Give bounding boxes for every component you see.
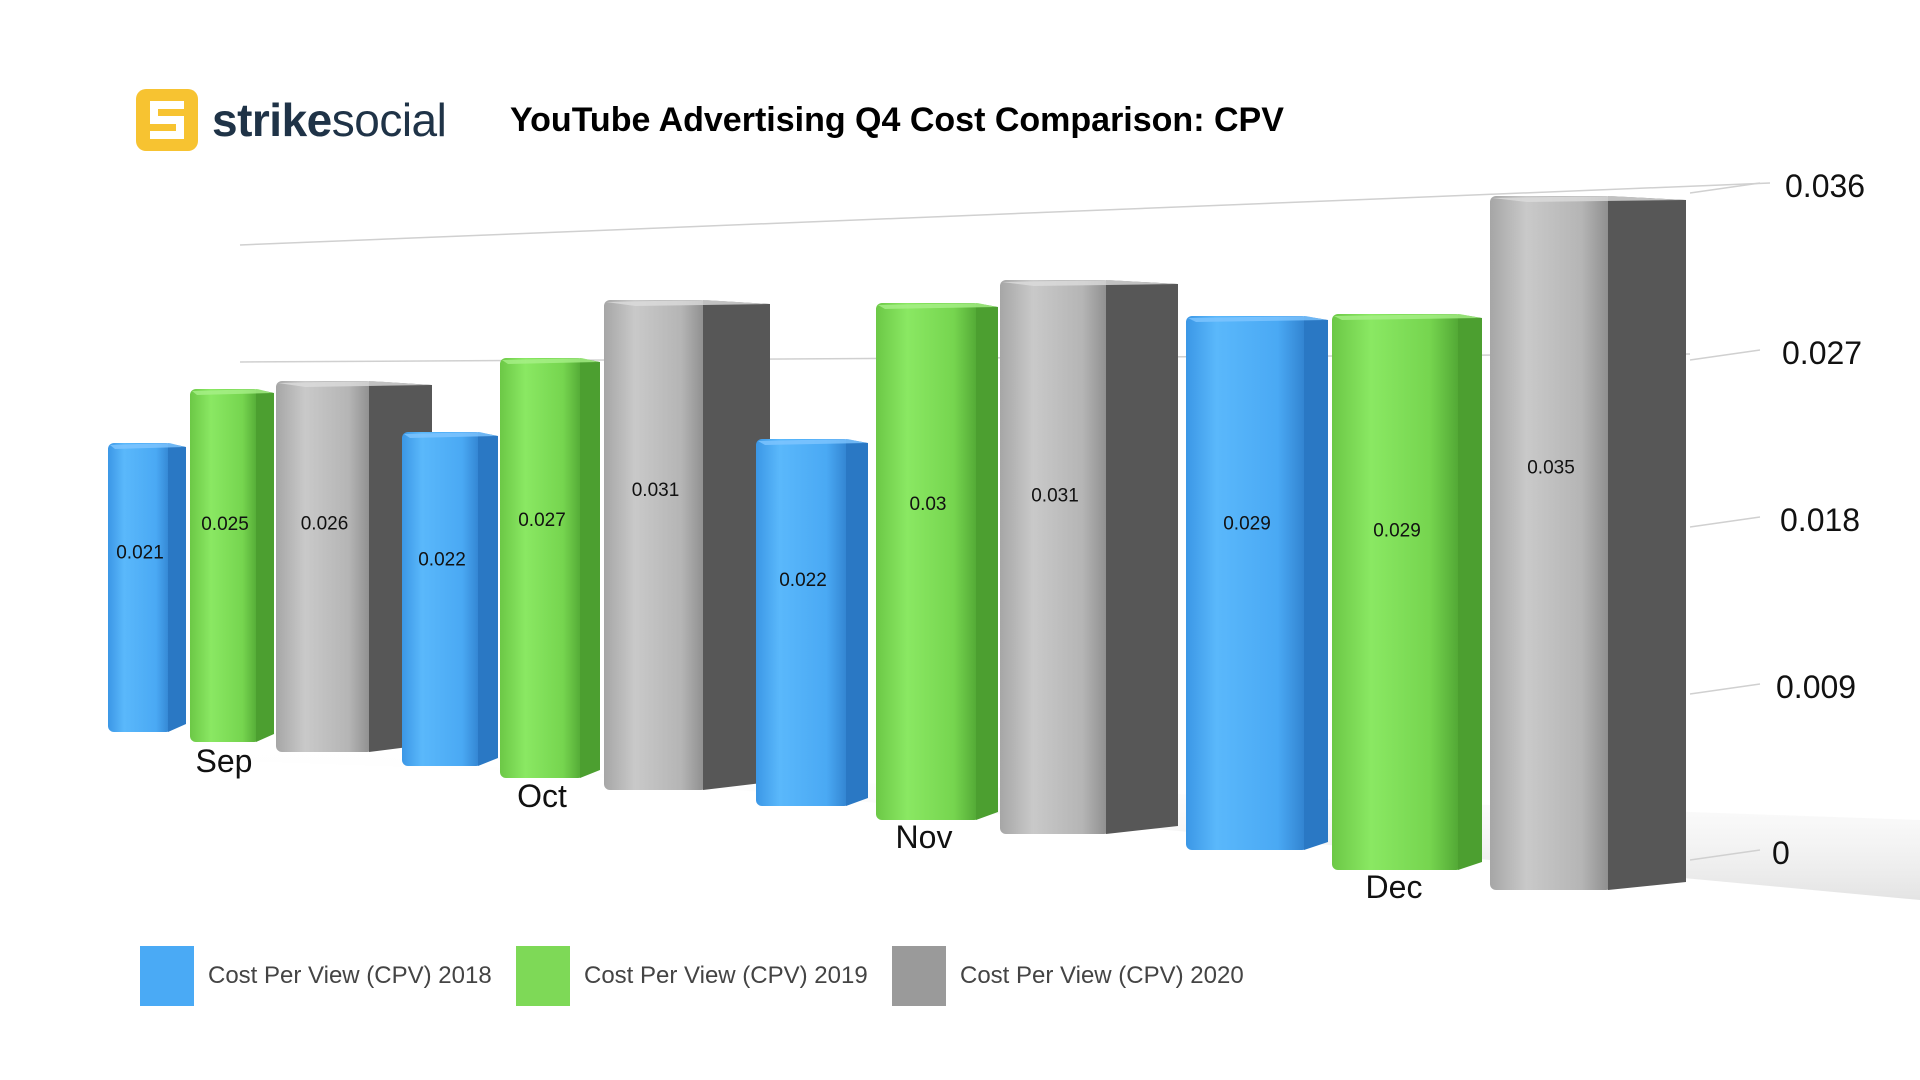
gridline-back-4: [239, 182, 1771, 246]
data-label: 0.025: [201, 514, 249, 535]
legend-label-2020: Cost Per View (CPV) 2020: [960, 962, 1244, 989]
bar-side-dec-1: [1458, 314, 1482, 870]
bar-top-dec-2: [1492, 196, 1684, 202]
bar-nov-2: [1000, 280, 1110, 834]
legend-swatch-2018: [140, 946, 194, 1006]
bar-side-nov-1: [976, 303, 998, 820]
data-label: 0.022: [779, 570, 827, 591]
bar-top-oct-0: [404, 432, 496, 438]
brand-name-bold: strike: [212, 94, 332, 146]
bar-dec-1: [1332, 314, 1462, 870]
legend-swatch-2019: [516, 946, 570, 1006]
x-tick-label: Dec: [1366, 869, 1423, 905]
bar-dec-0: [1186, 316, 1308, 850]
bar-nov-0: [756, 439, 850, 806]
bar-side-oct-1: [580, 358, 600, 778]
gridline-2: [1689, 516, 1761, 528]
y-tick-label: 0.036: [1785, 168, 1865, 204]
brand-name: strikesocial: [212, 92, 447, 148]
y-tick-label: 0.027: [1782, 335, 1862, 371]
bar-sep-2: [276, 381, 373, 752]
bar-top-nov-1: [878, 303, 996, 309]
bar-oct-2: [604, 300, 707, 790]
bar-top-nov-0: [758, 439, 866, 445]
bar-side-nov-2: [1106, 280, 1178, 834]
legend-label-2018: Cost Per View (CPV) 2018: [208, 962, 492, 989]
data-label: 0.029: [1223, 514, 1271, 535]
data-label: 0.031: [632, 480, 680, 501]
legend-label-2019: Cost Per View (CPV) 2019: [584, 962, 868, 989]
bar-sep-1: [190, 389, 260, 742]
bar-top-oct-1: [502, 358, 598, 364]
chart-title: YouTube Advertising Q4 Cost Comparison: …: [510, 101, 1284, 139]
bar-side-oct-2: [703, 300, 770, 790]
gridline-0: [1689, 849, 1761, 861]
category-labels: Sep Oct Nov Dec: [196, 743, 1423, 905]
bar-side-sep-1: [256, 389, 274, 742]
bar-top-nov-2: [1002, 280, 1176, 286]
gridline-1: [1689, 683, 1761, 695]
data-label: 0.035: [1527, 458, 1575, 479]
data-label: 0.03: [910, 494, 947, 515]
strike-social-logo-icon: [136, 89, 198, 151]
bar-side-oct-0: [478, 432, 498, 766]
y-tick-label: 0.018: [1780, 502, 1860, 538]
bar-top-dec-1: [1334, 314, 1480, 320]
bar-top-oct-2: [606, 300, 768, 306]
data-label: 0.027: [518, 510, 566, 531]
legend: Cost Per View (CPV) 2018 Cost Per View (…: [140, 946, 1440, 1006]
bar-side-dec-2: [1608, 196, 1686, 890]
data-label: 0.022: [418, 550, 466, 571]
bar-oct-0: [402, 432, 482, 766]
legend-swatch-2020: [892, 946, 946, 1006]
bar-side-nov-0: [846, 439, 868, 806]
y-tick-label: 0: [1772, 835, 1790, 871]
bar-nov-1: [876, 303, 980, 820]
x-tick-label: Nov: [896, 819, 953, 855]
bars: 0.021 0.025 0.026 0.022 0.027 0.031 0.022 0.03 0…: [108, 196, 1686, 890]
bar-dec-2: [1490, 196, 1612, 890]
bar-top-sep-1: [192, 389, 272, 395]
data-label: 0.021: [116, 543, 164, 564]
gridline-4: [1689, 182, 1761, 194]
gridline-3: [1689, 349, 1761, 361]
x-tick-label: Sep: [196, 743, 253, 779]
brand-name-regular: social: [331, 94, 447, 146]
data-label: 0.031: [1031, 486, 1079, 507]
y-tick-label: 0.009: [1776, 669, 1856, 705]
bar-top-sep-2: [278, 381, 430, 387]
bar-oct-1: [500, 358, 584, 778]
chart-header: strikesocial YouTube Advertising Q4 Cost…: [136, 86, 1636, 152]
data-label: 0.029: [1373, 520, 1421, 541]
bar-top-dec-0: [1188, 316, 1326, 322]
gridlines: 0 0.009 0.018 0.027 0.036: [239, 168, 1865, 871]
x-tick-label: Oct: [517, 778, 567, 814]
bar-side-dec-0: [1304, 316, 1328, 850]
bar-side-sep-0: [168, 443, 186, 732]
bar-top-sep-0: [110, 443, 184, 449]
data-label: 0.026: [301, 513, 349, 534]
bar-sep-0: [108, 443, 172, 732]
